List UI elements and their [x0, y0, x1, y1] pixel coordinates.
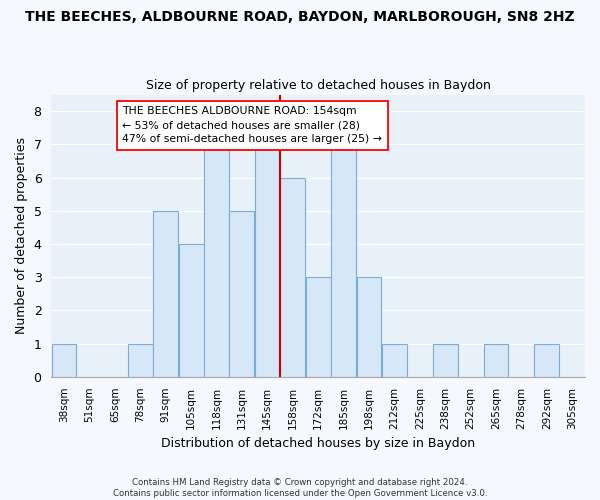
Bar — [305, 277, 331, 377]
Bar — [153, 211, 178, 377]
Text: THE BEECHES, ALDBOURNE ROAD, BAYDON, MARLBOROUGH, SN8 2HZ: THE BEECHES, ALDBOURNE ROAD, BAYDON, MAR… — [25, 10, 575, 24]
Bar — [280, 178, 305, 377]
Bar — [382, 344, 407, 377]
Text: THE BEECHES ALDBOURNE ROAD: 154sqm
← 53% of detached houses are smaller (28)
47%: THE BEECHES ALDBOURNE ROAD: 154sqm ← 53%… — [122, 106, 382, 144]
Bar — [229, 211, 254, 377]
Bar — [204, 144, 229, 377]
Bar — [535, 344, 559, 377]
Bar — [179, 244, 203, 377]
Bar — [356, 277, 382, 377]
Bar — [128, 344, 152, 377]
Bar — [331, 144, 356, 377]
Text: Contains HM Land Registry data © Crown copyright and database right 2024.
Contai: Contains HM Land Registry data © Crown c… — [113, 478, 487, 498]
Title: Size of property relative to detached houses in Baydon: Size of property relative to detached ho… — [146, 79, 491, 92]
Bar — [433, 344, 458, 377]
X-axis label: Distribution of detached houses by size in Baydon: Distribution of detached houses by size … — [161, 437, 475, 450]
Bar — [255, 144, 280, 377]
Bar — [52, 344, 76, 377]
Y-axis label: Number of detached properties: Number of detached properties — [15, 137, 28, 334]
Bar — [484, 344, 508, 377]
